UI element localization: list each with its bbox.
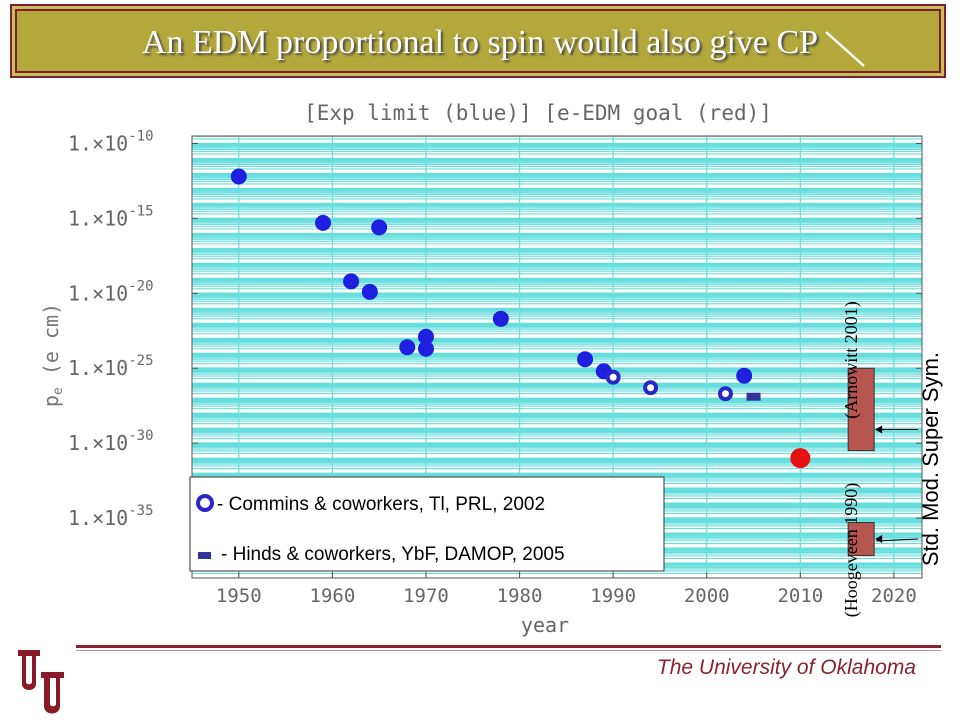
ou-logo-icon — [18, 650, 64, 714]
y-axis-label: pe (e cm) — [39, 303, 66, 407]
plot-frame — [191, 135, 923, 579]
theory-label: Std. Mod. — [918, 472, 943, 566]
y-axis-label-unit: (e cm) — [39, 303, 63, 375]
exp-limit-point — [371, 219, 388, 236]
edm-goal-point — [790, 448, 811, 469]
x-tick-label: 1970 — [403, 585, 449, 607]
chart-title: [Exp limit (blue)] [e-EDM goal (red)] — [304, 101, 772, 125]
data-points — [230, 168, 811, 469]
exp-limit-point — [417, 340, 434, 357]
x-tick-label: 2000 — [684, 585, 730, 607]
strike-mark — [825, 31, 865, 67]
x-tick-label: 2020 — [871, 585, 917, 607]
x-tick-label: 1960 — [310, 585, 356, 607]
x-tick-label: 2010 — [777, 585, 823, 607]
x-tick-label: 1990 — [590, 585, 636, 607]
exp-limit-point — [492, 310, 509, 327]
theory-bar — [847, 367, 875, 452]
legend-ring-marker — [196, 494, 214, 512]
legend-entry-commins: - Commins & coworkers, Tl, PRL, 2002 — [217, 494, 545, 515]
exp-limit-point — [361, 283, 378, 300]
svg-text:pe (e cm): pe (e cm) — [39, 303, 66, 407]
y-tick-label: 1.×10-10 — [68, 128, 154, 155]
commins-ring-point — [643, 380, 659, 396]
y-tick-label: 1.×10-25 — [68, 353, 154, 380]
arrow-head — [875, 425, 883, 434]
commins-ring-point — [605, 369, 621, 385]
theory-bar — [847, 522, 875, 557]
y-axis-label-main: p — [39, 395, 63, 407]
arrow-head — [875, 535, 883, 544]
footer-rule-thin — [76, 650, 941, 651]
exp-limit-point — [343, 273, 360, 290]
y-tick-label: 1.×10-15 — [68, 203, 154, 230]
footer-university: The University of Oklahoma — [656, 656, 916, 679]
theory-bars: Super Sym. (Arnowitt 2001) Std. Mod. (Hooge… — [841, 301, 943, 617]
exp-limit-point — [736, 367, 753, 384]
exp-limit-point — [417, 328, 434, 345]
y-ticks: 1.×10-10 1.×10-15 1.×10-20 1.×10-25 1.×10-30… — [68, 128, 922, 530]
arrow-line — [876, 538, 919, 542]
exp-limit-point — [230, 168, 247, 185]
x-ticks: 1950 1960 1970 1980 1990 2000 2010 2020 — [216, 572, 917, 607]
x-tick-label: 1980 — [497, 585, 543, 607]
theory-ref: (Arnowitt 2001) — [841, 301, 862, 418]
y-axis-label-sub: e — [51, 387, 66, 395]
slide-title: An EDM proportional to spin would also g… — [141, 24, 819, 61]
x-tick-label: 1950 — [216, 585, 262, 607]
theory-ref: (Hoogeveen 1990) — [841, 483, 862, 617]
x-axis-label: year — [521, 613, 569, 637]
exp-limit-point — [577, 351, 594, 368]
footer-rule — [76, 645, 941, 648]
theory-label: Super Sym. — [918, 352, 943, 467]
legend-hinds-marker — [198, 552, 211, 559]
commins-ring-point — [717, 386, 733, 402]
y-tick-label: 1.×10-35 — [68, 503, 154, 530]
legend-entry-hinds: - Hinds & coworkers, YbF, DAMOP, 2005 — [221, 544, 565, 565]
legend: - Commins & coworkers, Tl, PRL, 2002 - H… — [189, 476, 665, 572]
exp-limit-point — [315, 214, 332, 231]
y-tick-label: 1.×10-30 — [68, 428, 154, 455]
title-banner: An EDM proportional to spin would also g… — [10, 4, 946, 78]
y-tick-label: 1.×10-20 — [68, 278, 154, 305]
exp-limit-point — [399, 339, 416, 356]
hinds-point — [746, 392, 761, 401]
